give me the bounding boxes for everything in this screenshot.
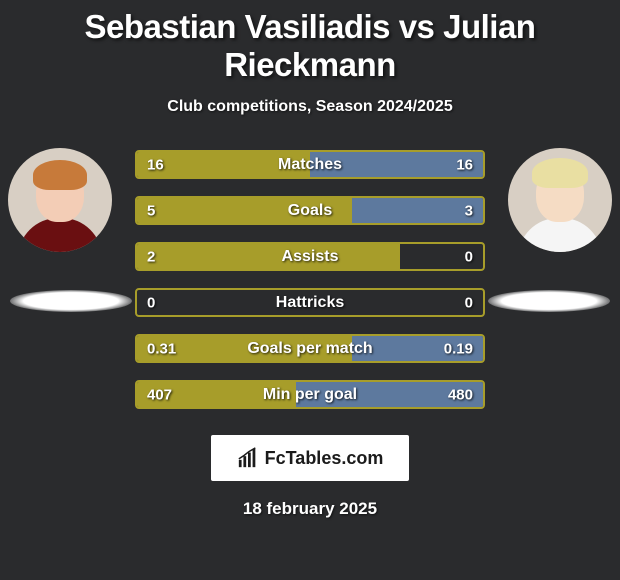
comparison-area: 16 16 Matches 5 3 Goals 2 0 Assists 0 0 Hattricks 0.… — [0, 150, 620, 519]
branding-text: FcTables.com — [265, 448, 384, 469]
bar-seg-player1 — [137, 244, 400, 269]
stat-bar: 407 480 Min per goal — [135, 380, 485, 409]
bar-value-player2: 480 — [448, 386, 473, 403]
stat-bar: 5 3 Goals — [135, 196, 485, 225]
bar-label: Goals per match — [247, 340, 372, 358]
bar-value-player1: 5 — [147, 202, 155, 219]
page-title: Sebastian Vasiliadis vs Julian Rieckmann — [0, 0, 620, 84]
bar-label: Matches — [278, 156, 342, 174]
bar-label: Goals — [288, 202, 332, 220]
bar-value-player2: 3 — [465, 202, 473, 219]
bar-value-player1: 0 — [147, 294, 155, 311]
branding-badge: FcTables.com — [211, 435, 409, 481]
player1-shadow — [10, 290, 132, 312]
player1-name: Sebastian Vasiliadis — [85, 8, 391, 45]
bar-value-player2: 16 — [456, 156, 473, 173]
bar-label: Min per goal — [263, 386, 357, 404]
bar-label: Assists — [282, 248, 339, 266]
stat-bars: 16 16 Matches 5 3 Goals 2 0 Assists 0 0 Hattricks 0.… — [135, 150, 485, 409]
bar-value-player2: 0 — [465, 248, 473, 265]
bar-value-player2: 0 — [465, 294, 473, 311]
stat-bar: 0 0 Hattricks — [135, 288, 485, 317]
stat-bar: 0.31 0.19 Goals per match — [135, 334, 485, 363]
player2-shadow — [488, 290, 610, 312]
bar-value-player1: 16 — [147, 156, 164, 173]
player2-avatar — [508, 148, 612, 252]
chart-icon — [237, 447, 259, 469]
date-text: 18 february 2025 — [0, 499, 620, 519]
player1-avatar — [8, 148, 112, 252]
bar-label: Hattricks — [276, 294, 344, 312]
vs-text: vs — [399, 8, 435, 45]
bar-seg-player2 — [352, 198, 483, 223]
subtitle: Club competitions, Season 2024/2025 — [0, 98, 620, 116]
stat-bar: 16 16 Matches — [135, 150, 485, 179]
bar-value-player1: 407 — [147, 386, 172, 403]
stat-bar: 2 0 Assists — [135, 242, 485, 271]
bar-value-player2: 0.19 — [444, 340, 473, 357]
bar-value-player1: 2 — [147, 248, 155, 265]
bar-value-player1: 0.31 — [147, 340, 176, 357]
